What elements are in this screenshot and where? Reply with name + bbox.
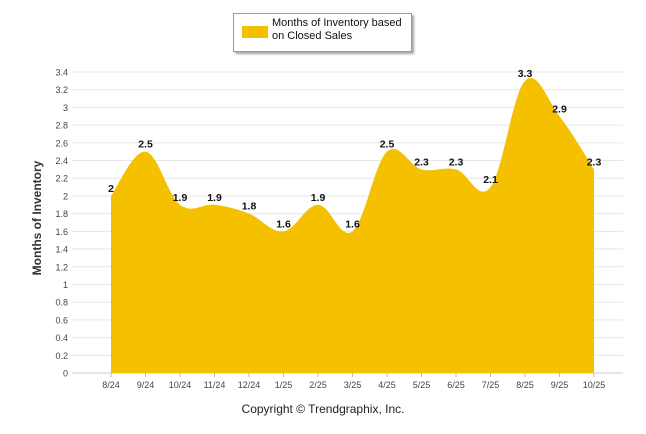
y-tick-label: 2.4: [55, 156, 68, 166]
y-tick-label: 0.2: [55, 351, 68, 361]
x-tick-label: 10/25: [583, 380, 606, 390]
x-tick-label: 2/25: [309, 380, 327, 390]
legend: Months of Inventory based on Closed Sale…: [233, 13, 412, 52]
data-label: 1.9: [207, 192, 222, 204]
y-tick-label: 0.8: [55, 298, 68, 308]
data-label: 2.5: [380, 139, 395, 151]
y-tick-label: 3.4: [55, 68, 68, 78]
y-tick-label: 2: [63, 191, 68, 201]
data-label: 2.3: [587, 156, 602, 168]
y-tick-label: 3.2: [55, 85, 68, 95]
data-label: 1.9: [311, 192, 326, 204]
x-tick-label: 9/24: [137, 380, 155, 390]
data-label: 2.5: [138, 139, 153, 151]
x-tick-label: 7/25: [482, 380, 500, 390]
data-label: 1.6: [276, 218, 291, 230]
y-tick-label: 2.8: [55, 121, 68, 131]
y-tick-label: 0.6: [55, 315, 68, 325]
legend-label: Months of Inventory based on Closed Sale…: [272, 17, 402, 42]
x-tick-label: 5/25: [413, 380, 431, 390]
y-tick-label: 1.4: [55, 245, 68, 255]
y-tick-label: 0.4: [55, 333, 68, 343]
data-label: 2.3: [449, 156, 464, 168]
y-tick-label: 1.2: [55, 262, 68, 272]
y-tick-label: 2.2: [55, 174, 68, 184]
x-tick-label: 10/24: [169, 380, 192, 390]
data-label: 1.8: [242, 201, 257, 213]
y-tick-label: 2.6: [55, 138, 68, 148]
x-tick-label: 12/24: [238, 380, 261, 390]
data-label: 2.3: [414, 156, 429, 168]
y-tick-label: 0: [63, 369, 68, 379]
y-tick-label: 1: [63, 280, 68, 290]
data-label: 2.1: [483, 174, 498, 186]
x-tick-label: 1/25: [275, 380, 293, 390]
x-tick-label: 6/25: [447, 380, 465, 390]
x-tick-label: 8/24: [102, 380, 120, 390]
x-tick-label: 8/25: [516, 380, 534, 390]
series-area: [111, 77, 594, 374]
x-tick-label: 11/24: [204, 380, 226, 390]
copyright-text: Copyright © Trendgraphix, Inc.: [241, 402, 405, 416]
x-tick-label: 9/25: [551, 380, 569, 390]
x-tick-label: 4/25: [378, 380, 396, 390]
data-label: 1.9: [173, 192, 188, 204]
data-label: 2: [108, 183, 114, 195]
data-label: 2.9: [552, 103, 567, 115]
data-label: 1.6: [345, 218, 360, 230]
y-tick-label: 1.6: [55, 227, 68, 237]
y-axis-label: Months of Inventory: [30, 160, 44, 276]
x-tick-label: 3/25: [344, 380, 362, 390]
data-label: 3.3: [518, 68, 533, 80]
legend-swatch: [242, 26, 268, 38]
y-tick-label: 3: [63, 103, 68, 113]
y-tick-label: 1.8: [55, 209, 68, 219]
